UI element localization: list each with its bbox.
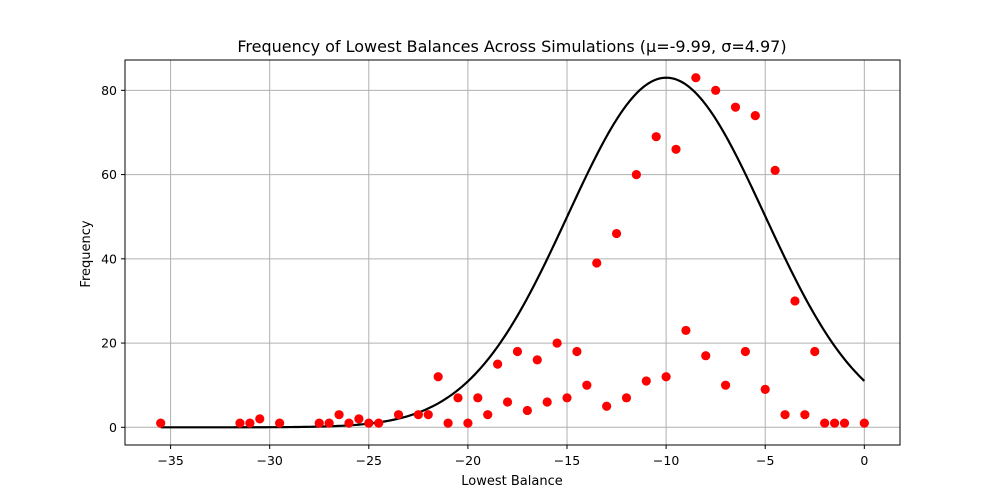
data-point bbox=[552, 338, 562, 348]
data-point bbox=[691, 73, 701, 83]
data-point bbox=[572, 346, 582, 357]
data-point bbox=[770, 165, 780, 175]
data-point bbox=[859, 418, 869, 428]
x-tick-label: −30 bbox=[256, 453, 282, 468]
x-tick-label: −10 bbox=[653, 453, 679, 468]
data-point bbox=[522, 405, 532, 416]
data-point bbox=[651, 132, 661, 142]
chart-title: Frequency of Lowest Balances Across Simu… bbox=[237, 37, 786, 56]
data-point bbox=[393, 410, 404, 420]
data-point bbox=[314, 418, 324, 428]
data-point bbox=[324, 418, 334, 428]
y-axis-label: Frequency bbox=[79, 220, 94, 287]
x-tick-label: −15 bbox=[554, 453, 580, 468]
data-point bbox=[423, 410, 433, 420]
data-point bbox=[671, 144, 681, 154]
data-point bbox=[621, 393, 632, 403]
data-point bbox=[839, 418, 850, 428]
x-tick-label: −20 bbox=[455, 453, 481, 468]
y-tick-label: 20 bbox=[101, 336, 117, 351]
data-point bbox=[473, 393, 483, 403]
data-point bbox=[502, 397, 513, 407]
data-point bbox=[255, 414, 265, 424]
data-point bbox=[483, 410, 493, 420]
data-point bbox=[631, 169, 641, 180]
data-point bbox=[829, 418, 840, 428]
data-point bbox=[245, 418, 255, 428]
data-point bbox=[681, 325, 691, 336]
y-tick-label: 40 bbox=[101, 251, 117, 266]
data-point bbox=[790, 296, 800, 306]
data-point bbox=[512, 346, 523, 357]
points-layer bbox=[156, 73, 869, 428]
y-axis: 0 20 40 60 80 bbox=[101, 83, 125, 435]
data-point bbox=[433, 372, 443, 382]
data-point bbox=[582, 380, 592, 390]
data-point bbox=[562, 393, 572, 403]
data-point bbox=[730, 102, 741, 112]
x-tick-label: −25 bbox=[356, 453, 382, 468]
data-point bbox=[156, 418, 166, 428]
x-tick-label: 0 bbox=[860, 453, 868, 468]
data-point bbox=[532, 355, 542, 365]
x-tick-label: −35 bbox=[157, 453, 183, 468]
data-point bbox=[740, 346, 750, 357]
data-point bbox=[493, 359, 503, 369]
data-point bbox=[235, 418, 245, 428]
x-axis: −35 −30 −25 −20 −15 −10 −5 0 bbox=[157, 445, 868, 468]
y-tick-label: 80 bbox=[101, 83, 117, 98]
y-tick-label: 0 bbox=[109, 420, 117, 435]
data-point bbox=[711, 85, 721, 95]
data-point bbox=[463, 418, 473, 428]
data-point bbox=[374, 418, 384, 428]
data-point bbox=[760, 384, 770, 394]
data-point bbox=[542, 397, 552, 407]
data-point bbox=[364, 418, 374, 428]
data-point bbox=[820, 418, 830, 428]
x-tick-label: −5 bbox=[756, 453, 774, 468]
data-point bbox=[611, 228, 622, 239]
data-point bbox=[275, 418, 285, 428]
data-point bbox=[354, 414, 364, 424]
data-point bbox=[443, 418, 453, 428]
data-point bbox=[641, 376, 651, 386]
data-point bbox=[720, 380, 731, 390]
data-point bbox=[780, 410, 790, 420]
x-axis-label: Lowest Balance bbox=[461, 474, 562, 489]
grid bbox=[125, 60, 900, 445]
data-point bbox=[453, 393, 463, 403]
y-tick-label: 60 bbox=[101, 167, 117, 182]
data-point bbox=[800, 410, 810, 420]
data-point bbox=[661, 372, 671, 382]
data-point bbox=[602, 401, 612, 411]
data-point bbox=[701, 351, 711, 361]
data-point bbox=[344, 418, 354, 428]
data-point bbox=[334, 410, 344, 420]
plot-frame bbox=[124, 59, 901, 446]
data-point bbox=[810, 346, 820, 357]
data-point bbox=[592, 258, 602, 268]
data-point bbox=[750, 111, 760, 121]
data-point bbox=[413, 410, 423, 420]
